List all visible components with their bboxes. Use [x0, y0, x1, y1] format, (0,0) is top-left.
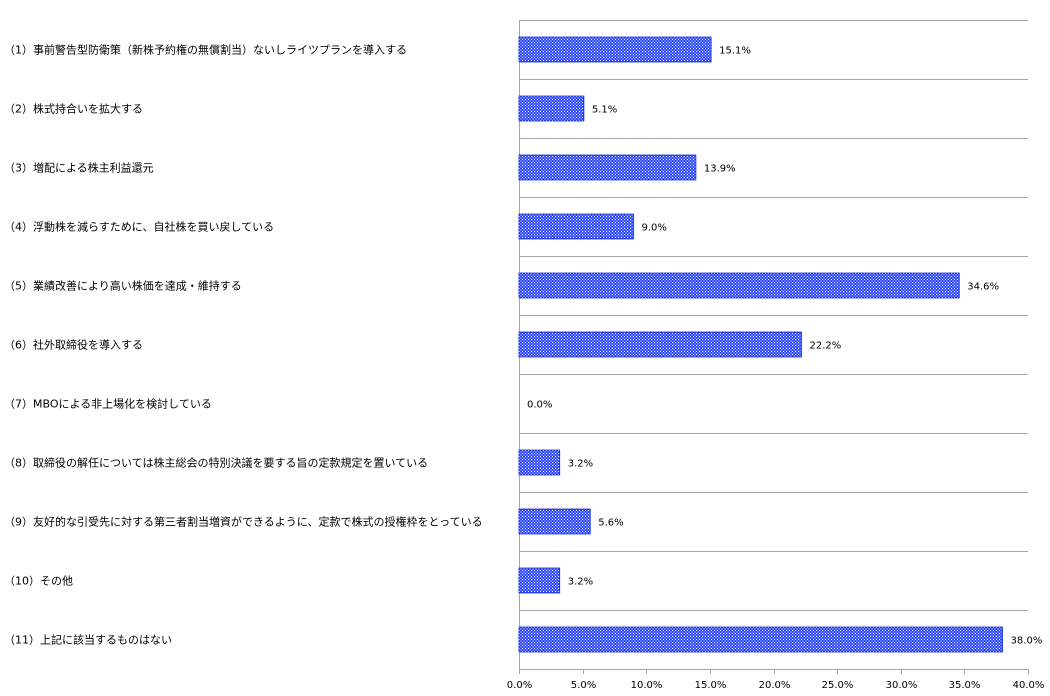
value-labels: 15.1% 5.1% 13.9% 9.0% 34.6% 22.2% 0.0% 3.2% 5.6%…: [527, 46, 1042, 647]
category-label: （2）株式持合いを拡大する: [4, 102, 143, 116]
data-label: 22.2%: [809, 341, 841, 352]
bar: [518, 36, 712, 63]
bars: [518, 36, 1003, 653]
data-label: 0.0%: [527, 400, 552, 411]
category-label: （8）取締役の解任については株主総会の特別決議を要する旨の定款規定を置いている: [4, 456, 428, 470]
x-tick-label: 0.0%: [507, 680, 532, 691]
category-label: （6）社外取締役を導入する: [4, 338, 143, 352]
x-tick-label: 25.0%: [822, 680, 854, 691]
category-labels: （1）事前警告型防衛策（新株予約権の無償割当）ないしライツプランを導入する （2）…: [4, 43, 483, 647]
data-label: 5.1%: [592, 105, 617, 116]
data-label: 15.1%: [719, 46, 751, 57]
x-tick-label: 20.0%: [759, 680, 791, 691]
category-label: （1）事前警告型防衛策（新株予約権の無償割当）ないしライツプランを導入する: [4, 43, 407, 57]
data-label: 3.2%: [568, 577, 593, 588]
bar: [518, 95, 585, 122]
category-label: （3）増配による株主利益還元: [4, 161, 154, 175]
category-label: （5）業績改善により高い株価を達成・維持する: [4, 279, 242, 293]
bar: [518, 272, 960, 299]
data-label: 9.0%: [642, 223, 667, 234]
data-label: 5.6%: [598, 518, 623, 529]
bar: [518, 154, 697, 181]
x-tick-label: 30.0%: [886, 680, 918, 691]
category-label: （7）MBOによる非上場化を検討している: [4, 397, 212, 411]
data-label: 13.9%: [704, 164, 736, 175]
data-label: 3.2%: [568, 459, 593, 470]
x-tick-label: 35.0%: [949, 680, 981, 691]
bar: [518, 449, 561, 476]
x-tick-label: 10.0%: [631, 680, 663, 691]
data-label: 38.0%: [1011, 636, 1043, 647]
x-axis: 0.0% 5.0% 10.0% 15.0% 20.0% 25.0% 30.0% 35.0% 40…: [507, 669, 1045, 691]
x-tick-label: 5.0%: [571, 680, 596, 691]
category-label: （9）友好的な引受先に対する第三者割当増資ができるように、定款で株式の授権枠をと…: [4, 515, 483, 529]
x-tick-label: 15.0%: [695, 680, 727, 691]
bar: [518, 508, 591, 535]
data-label: 34.6%: [967, 282, 999, 293]
bar: [518, 213, 634, 240]
bar: [518, 331, 802, 358]
category-label: （11）上記に該当するものはない: [4, 633, 172, 647]
category-label: （4）浮動株を減らすために、自社株を買い戻している: [4, 220, 274, 234]
category-label: （10）その他: [4, 575, 73, 588]
bar: [518, 567, 561, 594]
bar: [518, 626, 1003, 653]
x-tick-label: 40.0%: [1013, 680, 1045, 691]
